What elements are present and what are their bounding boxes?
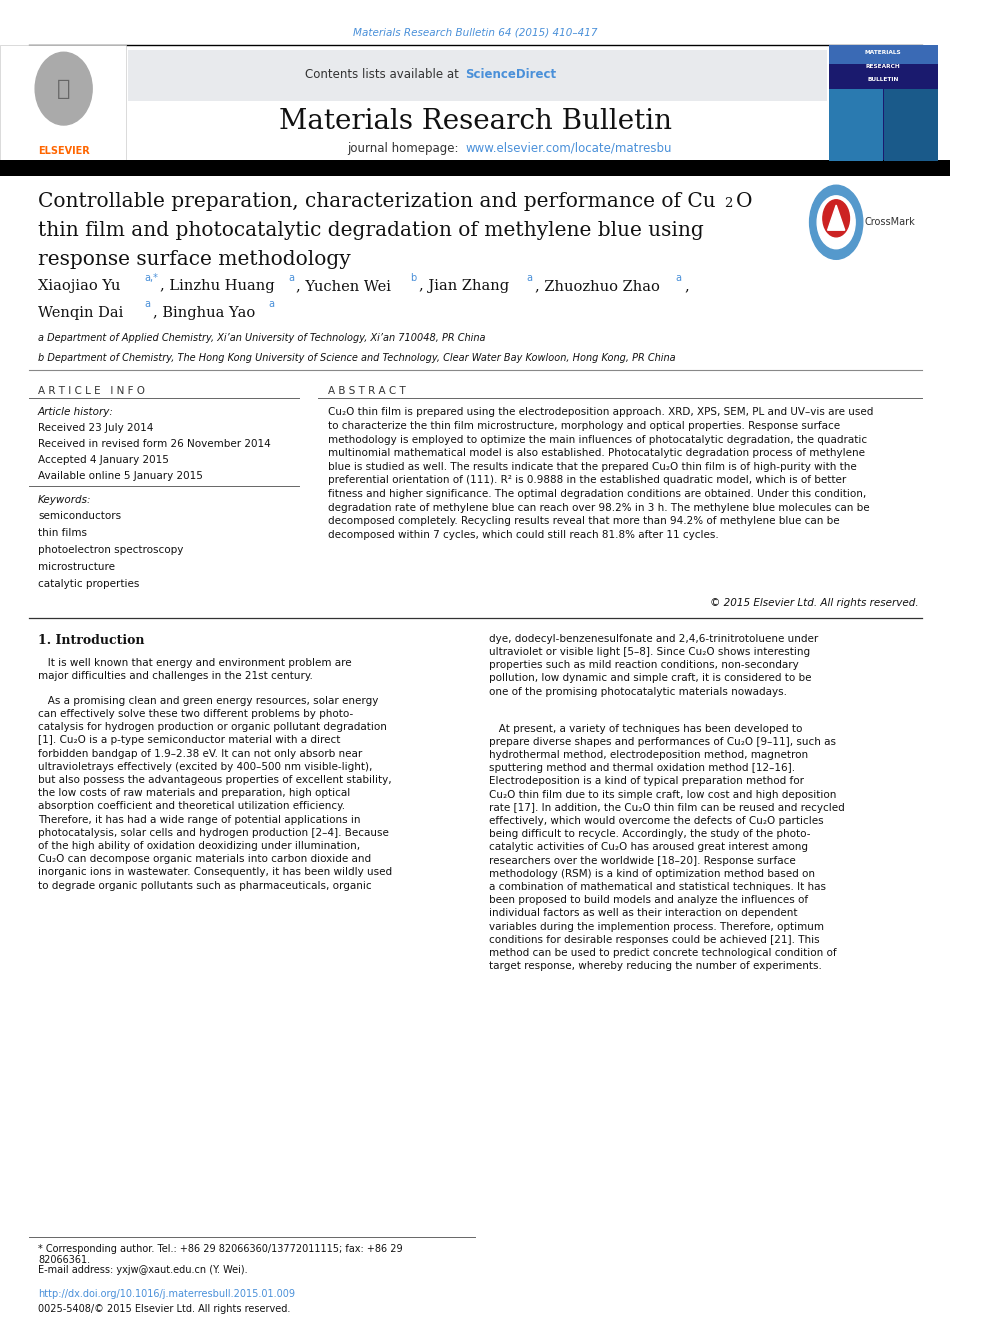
Text: journal homepage:: journal homepage: xyxy=(347,142,462,155)
Circle shape xyxy=(822,200,849,237)
FancyBboxPatch shape xyxy=(828,45,937,64)
Text: a: a xyxy=(268,299,274,310)
Text: a Department of Applied Chemistry, Xi’an University of Technology, Xi’an 710048,: a Department of Applied Chemistry, Xi’an… xyxy=(38,333,485,344)
Text: ,: , xyxy=(684,279,688,294)
FancyBboxPatch shape xyxy=(128,50,826,101)
Text: semiconductors: semiconductors xyxy=(38,511,121,521)
Text: , Binghua Yao: , Binghua Yao xyxy=(153,306,255,320)
Text: A B S T R A C T: A B S T R A C T xyxy=(327,386,406,397)
Text: RESEARCH: RESEARCH xyxy=(865,64,900,69)
Text: microstructure: microstructure xyxy=(38,562,115,573)
FancyBboxPatch shape xyxy=(828,89,883,161)
Text: a: a xyxy=(527,273,533,283)
Text: Cu₂O thin film is prepared using the electrodeposition approach. XRD, XPS, SEM, : Cu₂O thin film is prepared using the ele… xyxy=(327,407,873,540)
Text: Received 23 July 2014: Received 23 July 2014 xyxy=(38,423,154,434)
Text: a: a xyxy=(145,299,151,310)
Text: E-mail address: yxjw@xaut.edu.cn (Y. Wei).: E-mail address: yxjw@xaut.edu.cn (Y. Wei… xyxy=(38,1265,248,1275)
Text: It is well known that energy and environment problem are
major difficulties and : It is well known that energy and environ… xyxy=(38,658,351,681)
Text: catalytic properties: catalytic properties xyxy=(38,579,140,590)
Circle shape xyxy=(809,185,863,259)
Text: MATERIALS: MATERIALS xyxy=(864,50,901,56)
Text: As a promising clean and green energy resources, solar energy
can effectively so: As a promising clean and green energy re… xyxy=(38,696,392,890)
Text: , Zhuozhuo Zhao: , Zhuozhuo Zhao xyxy=(535,279,660,294)
Text: Materials Research Bulletin: Materials Research Bulletin xyxy=(279,108,672,135)
Text: thin films: thin films xyxy=(38,528,87,538)
Text: * Corresponding author. Tel.: +86 29 82066360/13772011115; fax: +86 29
82066361.: * Corresponding author. Tel.: +86 29 820… xyxy=(38,1244,403,1265)
Text: 🌳: 🌳 xyxy=(57,78,70,99)
FancyBboxPatch shape xyxy=(0,160,950,176)
Text: 0025-5408/© 2015 Elsevier Ltd. All rights reserved.: 0025-5408/© 2015 Elsevier Ltd. All right… xyxy=(38,1304,291,1315)
Text: dye, dodecyl-benzenesulfonate and 2,4,6-trinitrotoluene under
ultraviolet or vis: dye, dodecyl-benzenesulfonate and 2,4,6-… xyxy=(489,634,818,696)
Text: A R T I C L E   I N F O: A R T I C L E I N F O xyxy=(38,386,145,397)
Text: 1. Introduction: 1. Introduction xyxy=(38,634,145,647)
Text: thin film and photocatalytic degradation of methylene blue using: thin film and photocatalytic degradation… xyxy=(38,221,703,239)
Text: At present, a variety of techniques has been developed to
prepare diverse shapes: At present, a variety of techniques has … xyxy=(489,724,845,971)
Text: Contents lists available at: Contents lists available at xyxy=(306,67,462,81)
Text: Available online 5 January 2015: Available online 5 January 2015 xyxy=(38,471,203,482)
Text: Materials Research Bulletin 64 (2015) 410–417: Materials Research Bulletin 64 (2015) 41… xyxy=(353,28,597,38)
FancyBboxPatch shape xyxy=(828,45,937,161)
Ellipse shape xyxy=(35,52,92,124)
Text: BULLETIN: BULLETIN xyxy=(867,77,899,82)
Text: CrossMark: CrossMark xyxy=(865,217,916,228)
Text: O: O xyxy=(735,192,752,210)
Circle shape xyxy=(817,196,855,249)
Text: , Jian Zhang: , Jian Zhang xyxy=(419,279,509,294)
Text: Received in revised form 26 November 2014: Received in revised form 26 November 201… xyxy=(38,439,271,450)
Text: a: a xyxy=(288,273,294,283)
Text: photoelectron spectroscopy: photoelectron spectroscopy xyxy=(38,545,184,556)
Text: a: a xyxy=(676,273,682,283)
Text: Controllable preparation, characterization and performance of Cu: Controllable preparation, characterizati… xyxy=(38,192,715,210)
Text: http://dx.doi.org/10.1016/j.materresbull.2015.01.009: http://dx.doi.org/10.1016/j.materresbull… xyxy=(38,1289,295,1299)
Text: Wenqin Dai: Wenqin Dai xyxy=(38,306,123,320)
Text: Keywords:: Keywords: xyxy=(38,495,91,505)
Text: response surface methodology: response surface methodology xyxy=(38,250,351,269)
Text: ELSEVIER: ELSEVIER xyxy=(38,146,89,156)
Text: Accepted 4 January 2015: Accepted 4 January 2015 xyxy=(38,455,169,466)
Text: Article history:: Article history: xyxy=(38,407,114,418)
Text: 2: 2 xyxy=(724,197,732,210)
FancyBboxPatch shape xyxy=(884,89,937,161)
Polygon shape xyxy=(827,205,845,230)
Text: www.elsevier.com/locate/matresbu: www.elsevier.com/locate/matresbu xyxy=(465,142,673,155)
FancyBboxPatch shape xyxy=(0,45,126,161)
Text: © 2015 Elsevier Ltd. All rights reserved.: © 2015 Elsevier Ltd. All rights reserved… xyxy=(710,598,919,609)
Text: , Linzhu Huang: , Linzhu Huang xyxy=(160,279,274,294)
Text: Xiaojiao Yu: Xiaojiao Yu xyxy=(38,279,120,294)
Text: ScienceDirect: ScienceDirect xyxy=(465,67,557,81)
Text: a,*: a,* xyxy=(145,273,159,283)
Text: b: b xyxy=(411,273,417,283)
Text: b Department of Chemistry, The Hong Kong University of Science and Technology, C: b Department of Chemistry, The Hong Kong… xyxy=(38,353,676,364)
Text: , Yuchen Wei: , Yuchen Wei xyxy=(297,279,392,294)
